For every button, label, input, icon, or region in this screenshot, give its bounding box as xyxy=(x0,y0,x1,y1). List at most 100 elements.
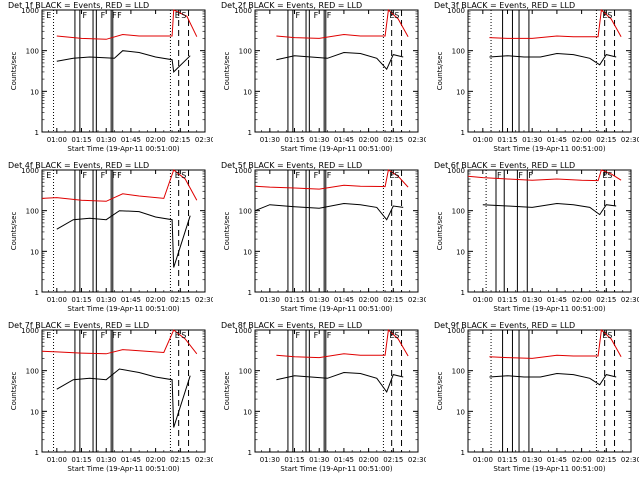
vertical-markers xyxy=(53,10,190,132)
y-tick-label: 1000 xyxy=(234,7,252,15)
x-tick-label: 01:15 xyxy=(71,296,91,304)
marker-label: S xyxy=(607,171,612,180)
events-series-line xyxy=(482,202,617,216)
lld-series-line xyxy=(56,9,198,40)
marker-label: E xyxy=(46,331,51,340)
x-tick-label: 01:30 xyxy=(522,136,542,144)
y-axis-label: Counts/sec xyxy=(436,52,444,91)
y-tick-label: 1000 xyxy=(447,7,465,15)
vertical-markers xyxy=(490,10,616,132)
marker-label: E xyxy=(602,331,607,340)
x-tick-label: 02:00 xyxy=(572,136,592,144)
x-tick-label: 02:30 xyxy=(195,136,213,144)
x-tick-label: 02:00 xyxy=(146,296,166,304)
marker-label: S xyxy=(181,171,186,180)
plot-frame xyxy=(41,9,206,133)
y-tick-label: 10 xyxy=(456,248,465,256)
y-tick-label: 10 xyxy=(30,408,39,416)
y-tick-label: 1000 xyxy=(21,7,39,15)
panel-title: Det 6f BLACK = Events, RED = LLD xyxy=(434,161,575,170)
x-tick-label: 01:00 xyxy=(473,136,493,144)
y-tick-label: 10 xyxy=(243,88,252,96)
y-tick-label: 10 xyxy=(30,248,39,256)
y-axis-label: Counts/sec xyxy=(10,372,18,411)
plot-frame xyxy=(467,9,632,133)
x-axis-label: Start Time (19-Apr-11 00:51:00) xyxy=(280,305,392,313)
x-tick-label: 01:30 xyxy=(260,456,280,464)
marker-label: F xyxy=(112,171,117,180)
events-series-line xyxy=(254,202,404,221)
events-series-line xyxy=(56,50,191,73)
y-tick-label: 1 xyxy=(35,129,39,137)
marker-label: S xyxy=(181,11,186,20)
x-tick-label: 02:15 xyxy=(170,296,190,304)
detector-panel-4: Det 4f BLACK = Events, RED = LLD 1 10 100 10… xyxy=(8,161,213,313)
y-tick-label: 1 xyxy=(461,129,465,137)
marker-label: F xyxy=(314,171,319,180)
x-tick-label: 02:15 xyxy=(596,296,616,304)
y-tick-label: 100 xyxy=(26,208,39,216)
detector-panel-2: Det 2f BLACK = Events, RED = LLD 1 10 100 10… xyxy=(221,1,426,153)
marker-label: F xyxy=(296,11,301,20)
x-tick-label: 01:30 xyxy=(522,296,542,304)
x-tick-label: 01:30 xyxy=(260,136,280,144)
plot-frame xyxy=(41,169,206,293)
plot-frame xyxy=(254,329,419,453)
y-tick-label: 10 xyxy=(456,88,465,96)
marker-label: F xyxy=(296,171,301,180)
marker-label: F xyxy=(117,171,122,180)
detector-panel-5: Det 5f BLACK = Events, RED = LLD 1 10 100 10… xyxy=(221,161,426,313)
y-tick-label: 1000 xyxy=(234,327,252,335)
marker-label: E xyxy=(46,11,51,20)
y-tick-label: 10 xyxy=(243,408,252,416)
x-tick-label: 01:30 xyxy=(309,456,329,464)
marker-label: F xyxy=(327,11,332,20)
x-tick-label: 01:15 xyxy=(497,136,517,144)
marker-label: E xyxy=(389,331,394,340)
vertical-markers xyxy=(485,170,616,292)
x-tick-label: 02:15 xyxy=(596,456,616,464)
x-tick-label: 01:30 xyxy=(96,136,116,144)
x-tick-label: 01:45 xyxy=(547,136,567,144)
plot-frame xyxy=(41,329,206,453)
events-series-line xyxy=(56,368,191,428)
x-tick-label: 01:30 xyxy=(309,296,329,304)
lld-series-line xyxy=(276,328,409,359)
marker-label: E xyxy=(389,11,394,20)
plot-frame xyxy=(254,9,419,133)
y-tick-label: 1 xyxy=(461,289,465,297)
x-tick-label: 02:30 xyxy=(621,296,639,304)
y-axis-label: Counts/sec xyxy=(10,212,18,251)
y-axis-label: Counts/sec xyxy=(223,52,231,91)
y-tick-label: 10 xyxy=(243,248,252,256)
x-axis-label: Start Time (19-Apr-11 00:51:00) xyxy=(67,145,179,153)
x-tick-label: 02:00 xyxy=(359,136,379,144)
vertical-markers xyxy=(287,330,403,452)
marker-label: F xyxy=(101,171,106,180)
y-tick-label: 1 xyxy=(248,449,252,457)
marker-label: F xyxy=(314,331,319,340)
plot-frame xyxy=(467,169,632,293)
x-tick-label: 02:00 xyxy=(572,296,592,304)
y-tick-label: 1 xyxy=(248,289,252,297)
marker-label: E xyxy=(175,331,180,340)
x-tick-label: 01:45 xyxy=(547,296,567,304)
y-tick-label: 100 xyxy=(452,208,465,216)
x-tick-label: 01:45 xyxy=(334,296,354,304)
lld-series-line xyxy=(41,169,198,202)
panel-title: Det 7f BLACK = Events, RED = LLD xyxy=(8,321,149,330)
x-tick-label: 02:00 xyxy=(359,296,379,304)
lld-series-line xyxy=(489,328,622,359)
lld-series-line xyxy=(254,169,409,190)
marker-label: F xyxy=(314,11,319,20)
panel-title: Det 5f BLACK = Events, RED = LLD xyxy=(221,161,362,170)
x-tick-label: 01:30 xyxy=(96,296,116,304)
marker-label: E xyxy=(602,11,607,20)
marker-label: F xyxy=(112,331,117,340)
panel-title: Det 8f BLACK = Events, RED = LLD xyxy=(221,321,362,330)
marker-label: S xyxy=(607,331,612,340)
x-axis-label: Start Time (19-Apr-11 00:51:00) xyxy=(67,305,179,313)
y-tick-label: 1000 xyxy=(234,167,252,175)
x-tick-label: 02:30 xyxy=(621,136,639,144)
x-tick-label: 01:45 xyxy=(121,136,141,144)
